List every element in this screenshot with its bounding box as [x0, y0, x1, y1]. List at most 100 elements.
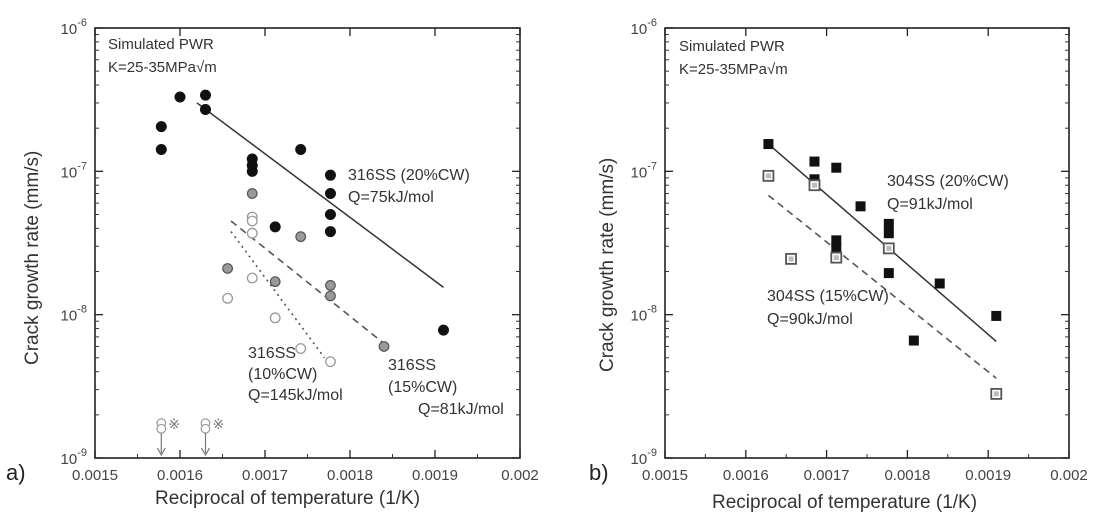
data-point-open-square-inner [993, 391, 999, 397]
data-point-open-square-inner [811, 182, 817, 188]
data-point-filled-square [883, 268, 894, 279]
data-point-filled-square [831, 235, 842, 246]
fit-line-dashed [230, 220, 385, 345]
condition-annotation: Simulated PWR [679, 38, 785, 55]
data-point-filled-circle [295, 144, 307, 156]
below-detection-arrowhead [200, 447, 211, 457]
data-point-open-circle [222, 292, 234, 304]
data-point-filled-square [809, 156, 820, 167]
x-tick-label: 0.0015 [642, 467, 688, 484]
data-point-gray-circle [325, 290, 336, 302]
data-point-filled-circle [269, 221, 281, 233]
data-point-open-square-inner [765, 173, 771, 179]
series-label: Q=75kJ/mol [348, 189, 434, 206]
chart-panel-b: 10-9 10-8 10-7 10-6 0.0015 0.0016 0.0017 0.0018… [557, 0, 1114, 517]
series-label: 316SS (20%CW) [348, 167, 470, 184]
y-axis-label-a: Crack growth rate (mm/s) [22, 150, 43, 365]
chart-b-svg: 10-9 10-8 10-7 10-6 0.0015 0.0016 0.0017 0.0018… [631, 17, 1088, 484]
data-point-filled-circle [324, 226, 336, 238]
data-point-filled-circle [155, 121, 167, 133]
panel-label-b: b) [589, 460, 609, 485]
series-label: 304SS (20%CW) [887, 173, 1009, 190]
x-tick-label: 0.0018 [327, 467, 373, 484]
data-point-open-circle [295, 343, 307, 355]
y-tick-label: 10-7 [631, 160, 657, 181]
x-tick-label: 0.002 [1050, 467, 1088, 484]
series-label: 316SS [388, 357, 436, 374]
data-point-filled-circle [200, 89, 211, 101]
y-tick-label: 10-9 [61, 447, 87, 468]
x-tick-label: 0.0015 [72, 467, 118, 484]
chart-a-svg: 10-9 10-8 10-7 10-6 0.0015 0.0016 0.0017 0.0018… [61, 17, 539, 484]
y-tick-label: 10-9 [631, 447, 657, 468]
series-label: Q=145kJ/mol [248, 387, 343, 404]
x-axis-label-a: Reciprocal of temperature (1/K) [155, 488, 421, 509]
x-tick-label: 0.0016 [157, 467, 203, 484]
y-tick-label: 10-6 [631, 17, 657, 38]
data-point-filled-square [831, 162, 842, 173]
data-point-open-circle [325, 356, 336, 368]
plot-frame [664, 27, 1070, 459]
data-point-filled-square [855, 201, 866, 212]
below-detection-point [200, 423, 211, 434]
data-point-gray-circle [378, 341, 390, 352]
series-label: (10%CW) [248, 366, 317, 383]
below-detection-point [156, 423, 167, 434]
data-point-open-square-inner [833, 255, 839, 261]
condition-annotation: K=25-35MPa√m [108, 59, 217, 76]
data-point-open-square-inner [886, 245, 892, 251]
data-point-filled-square [763, 139, 774, 150]
below-detection-symbol: ※ [168, 417, 180, 433]
data-point-filled-circle [246, 165, 258, 177]
data-point-filled-square [809, 174, 820, 185]
data-point-filled-circle [200, 104, 211, 116]
data-point-open-square-inner [788, 256, 794, 262]
below-detection-arrowhead [156, 447, 166, 457]
x-tick-label: 0.0016 [723, 467, 769, 484]
series-label: (15%CW) [388, 379, 457, 396]
series-label: 304SS (15%CW) [767, 288, 889, 305]
fit-line-dotted [230, 231, 326, 359]
series-label: Q=81kJ/mol [418, 401, 504, 418]
data-point-gray-circle [269, 276, 281, 288]
data-point-gray-circle [222, 263, 234, 274]
data-point-filled-square [934, 278, 945, 289]
data-point-filled-circle [324, 188, 336, 200]
data-point-filled-circle [438, 324, 449, 336]
data-point-filled-circle [155, 144, 167, 156]
x-tick-label: 0.0017 [804, 467, 850, 484]
fit-line-solid [196, 102, 444, 288]
condition-annotation: K=25-35MPa√m [679, 61, 788, 78]
data-point-open-circle [246, 227, 258, 239]
data-point-filled-square [883, 218, 894, 229]
y-tick-label: 10-8 [631, 304, 657, 325]
data-point-open-circle [246, 215, 258, 227]
series-label: Q=91kJ/mol [887, 196, 973, 213]
fit-line-dashed [767, 194, 997, 379]
series-label: 316SS [248, 345, 296, 362]
data-point-gray-circle [325, 280, 336, 291]
y-tick-label: 10-7 [61, 160, 87, 181]
panel-label-a: a) [6, 460, 26, 485]
y-axis-label-b: Crack growth rate (mm/s) [597, 157, 618, 372]
data-point-filled-square [883, 228, 894, 239]
y-tick-label: 10-6 [61, 17, 87, 38]
data-point-filled-square [908, 335, 919, 346]
fit-line-solid [767, 143, 997, 343]
data-point-open-circle [246, 272, 258, 284]
data-point-gray-circle [246, 188, 258, 199]
data-point-filled-square [991, 310, 1002, 321]
x-tick-label: 0.002 [501, 467, 539, 484]
below-detection-symbol: ※ [213, 417, 225, 433]
chart-panel-a: 10-9 10-8 10-7 10-6 0.0015 0.0016 0.0017 0.0018… [0, 0, 557, 517]
y-tick-label: 10-8 [61, 304, 87, 325]
data-point-open-circle [269, 312, 281, 324]
data-point-filled-circle [324, 208, 336, 220]
series-label: Q=90kJ/mol [767, 311, 853, 328]
data-point-filled-square [831, 243, 842, 254]
x-tick-label: 0.0018 [884, 467, 930, 484]
condition-annotation: Simulated PWR [108, 36, 214, 53]
x-axis-label-b: Reciprocal of temperature (1/K) [712, 492, 978, 513]
x-tick-label: 0.0019 [965, 467, 1011, 484]
data-point-filled-circle [174, 91, 186, 103]
